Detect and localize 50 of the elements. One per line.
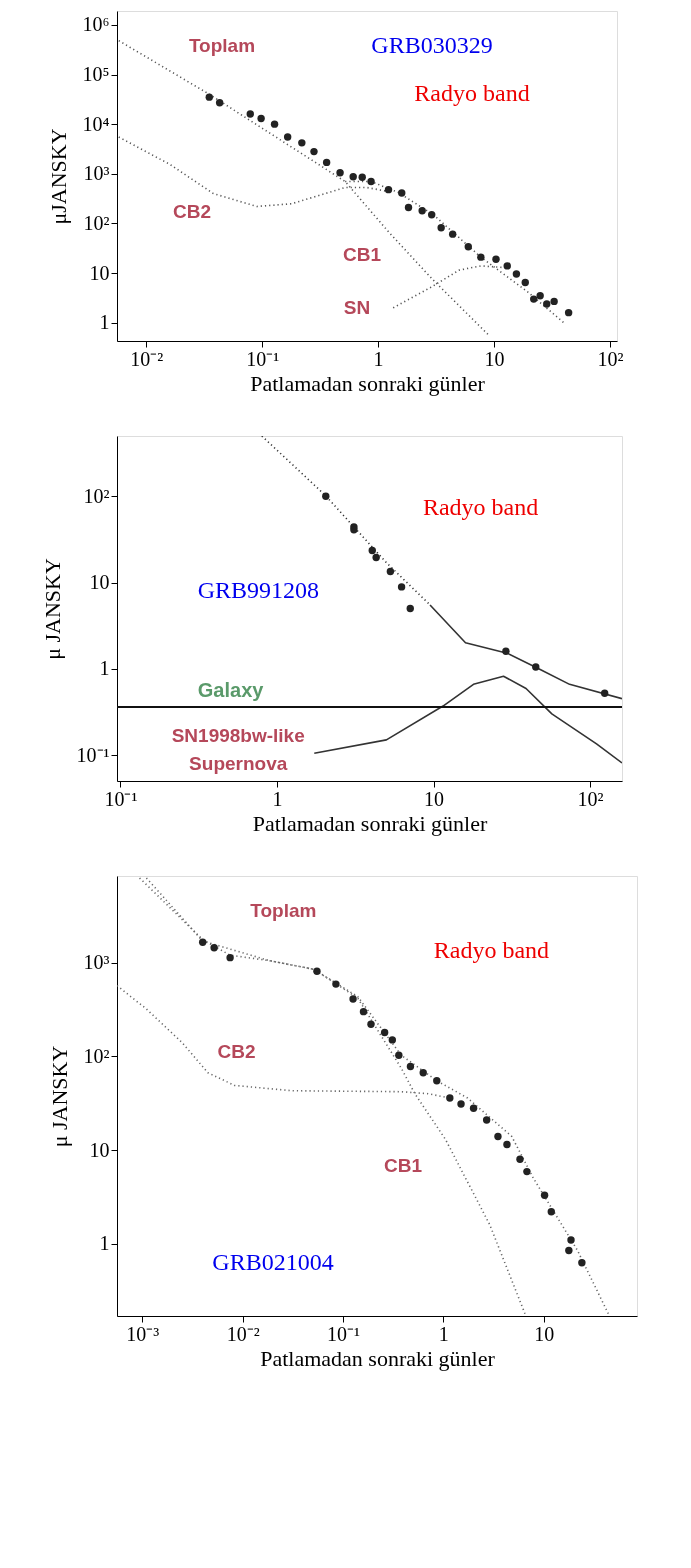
y-tick-label: 10⁶ — [82, 13, 110, 36]
x-tick-label: 10⁻² — [226, 1322, 260, 1345]
annotation: Toplam — [250, 900, 317, 922]
text: GRB021004 — [212, 1249, 334, 1276]
y-tick-label: 10² — [83, 484, 110, 507]
x-tick-label: 10 — [534, 1322, 555, 1345]
y-tick-label: 10³ — [83, 162, 110, 185]
annotation: Supernova — [189, 752, 288, 774]
y-tick-label: 10 — [89, 571, 110, 594]
text: Radyo band — [433, 936, 550, 963]
y-tick-label: 10³ — [83, 951, 110, 974]
annotation: Toplam — [188, 34, 256, 56]
y-axis-title: μ JANSKY — [39, 558, 65, 660]
x-tick-label: 1 — [373, 347, 384, 370]
y-tick-label: 10² — [83, 1044, 110, 1067]
y-tick-label: 10² — [83, 211, 110, 234]
y-tick-label: 10⁻¹ — [76, 743, 110, 766]
annotation: SN — [343, 297, 371, 318]
y-tick-label: 1 — [99, 657, 110, 680]
annotation: CB2 — [172, 201, 212, 223]
y-tick-label: 10 — [89, 261, 110, 284]
y-tick-label: 1 — [99, 1232, 110, 1255]
x-tick-label: 10² — [597, 347, 624, 370]
text: GRB991208 — [197, 577, 320, 604]
x-tick-label: 10² — [577, 787, 604, 810]
x-tick-label: 10 — [424, 787, 445, 810]
text: GRB030329 — [371, 31, 493, 58]
text: Radyo band — [414, 79, 530, 106]
x-tick-label: 1 — [438, 1322, 449, 1345]
text: Radyo band — [422, 494, 539, 521]
x-tick-label: 10⁻³ — [126, 1322, 160, 1345]
annotation: CB1 — [383, 1155, 423, 1177]
annotation: SN1998bw-like — [171, 725, 305, 747]
x-tick-label: 10⁻¹ — [327, 1322, 360, 1345]
x-tick-label: 10⁻² — [130, 347, 164, 370]
x-tick-label: 10 — [484, 347, 505, 370]
x-axis-title: Patlamadan sonraki günler — [250, 370, 486, 396]
x-tick-label: 1 — [272, 787, 283, 810]
x-axis-title: Patlamadan sonraki günler — [260, 1345, 496, 1371]
ref-line-label: Galaxy — [197, 679, 265, 702]
x-axis-title: Patlamadan sonraki günler — [252, 810, 488, 836]
y-tick-label: 10⁴ — [82, 112, 110, 135]
y-tick-label: 10 — [89, 1138, 110, 1161]
y-tick-label: 1 — [99, 311, 110, 334]
annotation: CB1 — [342, 244, 382, 266]
x-tick-label: 10⁻¹ — [246, 347, 280, 370]
y-axis-title: μ JANSKY — [46, 1045, 72, 1148]
y-axis-title: μJANSKY — [45, 128, 71, 225]
annotation: CB2 — [217, 1041, 256, 1062]
y-tick-label: 10⁵ — [82, 63, 110, 85]
